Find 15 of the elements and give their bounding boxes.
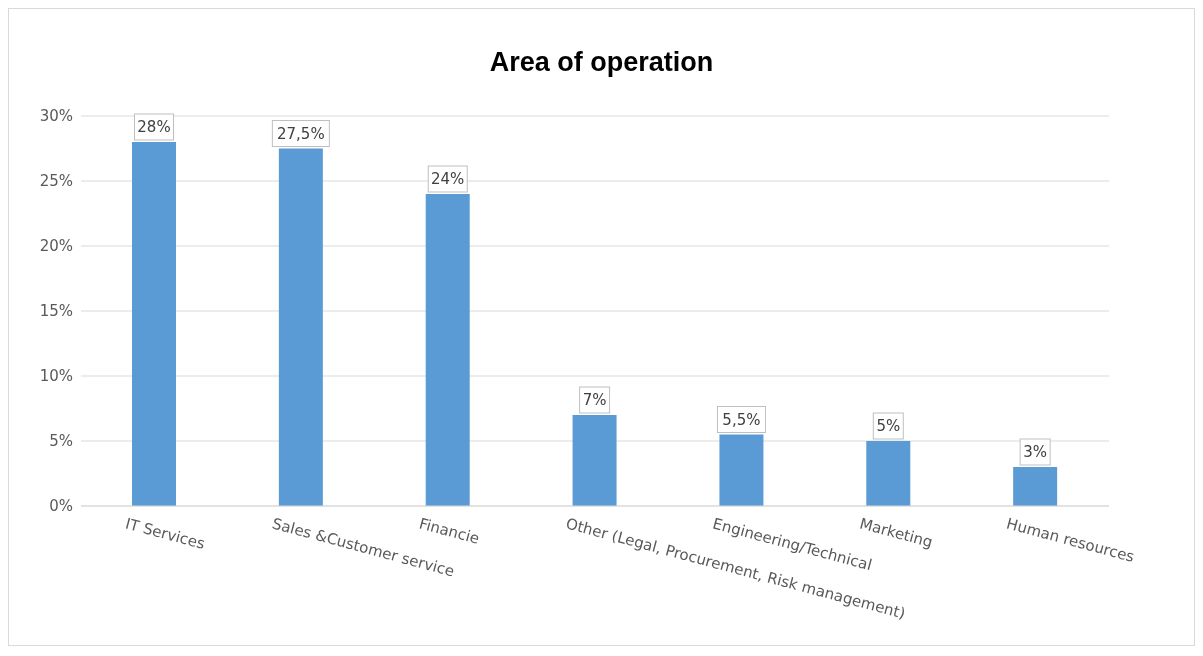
data-label: 27,5%: [277, 124, 325, 143]
y-tick-label: 25%: [39, 172, 73, 191]
y-tick-label: 15%: [39, 302, 73, 321]
y-tick-label: 10%: [39, 367, 73, 386]
data-label: 5,5%: [722, 410, 761, 429]
y-tick-label: 0%: [49, 497, 73, 516]
data-label: 5%: [876, 417, 901, 435]
chart-title: Area of operation: [488, 47, 715, 78]
y-tick-label: 5%: [49, 432, 73, 451]
data-label: 24%: [431, 170, 465, 188]
data-label: 7%: [582, 391, 607, 409]
y-tick-label: 20%: [39, 237, 73, 256]
y-tick-label: 30%: [39, 107, 73, 126]
data-label: 28%: [137, 118, 171, 136]
data-label: 3%: [1023, 443, 1048, 461]
